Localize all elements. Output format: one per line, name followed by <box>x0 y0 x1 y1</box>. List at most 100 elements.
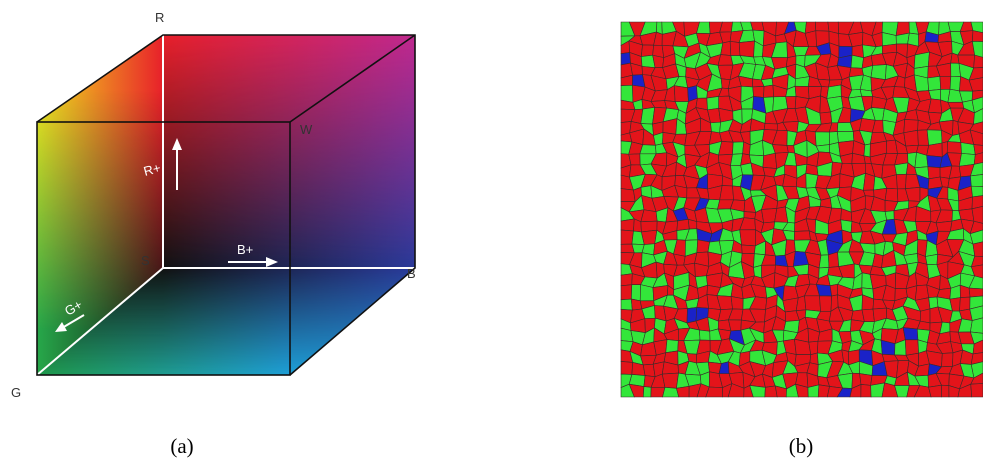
cell <box>947 142 961 154</box>
cell <box>950 76 961 91</box>
cell <box>753 86 764 97</box>
cell <box>809 341 818 354</box>
cell <box>927 130 942 146</box>
cell <box>677 219 689 230</box>
cell <box>948 102 964 108</box>
cell <box>697 240 710 253</box>
cell <box>729 320 742 331</box>
label-s: S <box>141 253 150 268</box>
cell <box>819 255 829 268</box>
cell <box>974 55 983 68</box>
cell <box>662 373 678 388</box>
cell <box>621 189 635 202</box>
cell <box>621 230 633 244</box>
cell <box>772 145 788 154</box>
cell <box>815 132 829 146</box>
page: R W R+ S B+ B G+ G (a) (b) (() => { cons… <box>0 0 983 470</box>
cell <box>751 22 764 31</box>
cell <box>666 340 679 353</box>
cell <box>764 124 777 131</box>
cell <box>928 99 941 113</box>
cell <box>920 309 930 323</box>
cell <box>885 211 894 220</box>
cell <box>925 254 937 264</box>
cell <box>971 186 983 197</box>
cell <box>905 340 918 356</box>
cell <box>640 145 656 154</box>
cell <box>783 298 798 312</box>
cell <box>711 122 721 133</box>
cell <box>972 31 983 42</box>
cell <box>928 76 941 90</box>
cell <box>863 173 875 190</box>
cell <box>621 274 632 286</box>
cell <box>927 143 943 157</box>
rgb-cube: R W R+ S B+ B G+ G <box>11 10 416 400</box>
cell <box>940 76 951 89</box>
cell <box>629 154 640 165</box>
cell <box>928 167 940 179</box>
cell <box>699 330 710 340</box>
cell <box>971 383 983 397</box>
cell <box>820 296 832 312</box>
cell <box>871 65 886 80</box>
cell <box>733 142 744 154</box>
cell <box>861 384 871 397</box>
cell <box>707 96 719 109</box>
cell <box>674 86 688 102</box>
caption-b: (b) <box>789 434 814 458</box>
cell <box>914 52 929 68</box>
cell <box>973 242 983 257</box>
cell <box>805 296 821 312</box>
cell <box>641 210 657 222</box>
cell <box>851 55 864 68</box>
cell <box>676 386 689 397</box>
figure: R W R+ S B+ B G+ G (a) (b) <box>0 0 983 470</box>
cell <box>631 285 640 301</box>
cell <box>970 174 983 186</box>
cell <box>641 230 657 244</box>
label-g: G <box>11 385 21 400</box>
cell <box>896 174 906 189</box>
cell <box>621 299 632 310</box>
cell <box>641 45 653 57</box>
cell <box>961 142 975 154</box>
cell <box>942 353 954 367</box>
cell <box>731 296 743 309</box>
cell <box>936 221 952 231</box>
cell <box>786 96 796 108</box>
caption-a: (a) <box>170 434 193 458</box>
cell <box>787 145 795 153</box>
cell <box>820 112 832 124</box>
cell <box>687 307 697 323</box>
cell <box>720 186 734 200</box>
cell <box>643 387 651 397</box>
label-r: R <box>155 10 164 25</box>
cell <box>740 230 756 246</box>
cell <box>941 385 949 397</box>
cell <box>763 153 777 168</box>
cell <box>815 22 829 31</box>
cell <box>828 252 838 267</box>
cell <box>621 285 632 300</box>
cell <box>959 297 970 311</box>
cell <box>895 163 908 175</box>
cell <box>730 41 740 55</box>
cell <box>763 85 773 97</box>
cell <box>927 155 943 167</box>
cell <box>621 85 633 102</box>
label-b: B <box>407 266 416 281</box>
cell <box>640 285 654 301</box>
cell <box>621 219 634 231</box>
voronoi-mosaic <box>621 22 983 397</box>
cell <box>860 374 872 386</box>
cell <box>742 245 756 254</box>
cell <box>862 309 874 322</box>
cell <box>903 328 918 340</box>
cell <box>929 385 942 397</box>
cell <box>621 361 633 374</box>
cell <box>885 188 898 201</box>
label-b-plus: B+ <box>237 242 253 257</box>
cell <box>830 284 838 296</box>
cell <box>794 231 810 240</box>
